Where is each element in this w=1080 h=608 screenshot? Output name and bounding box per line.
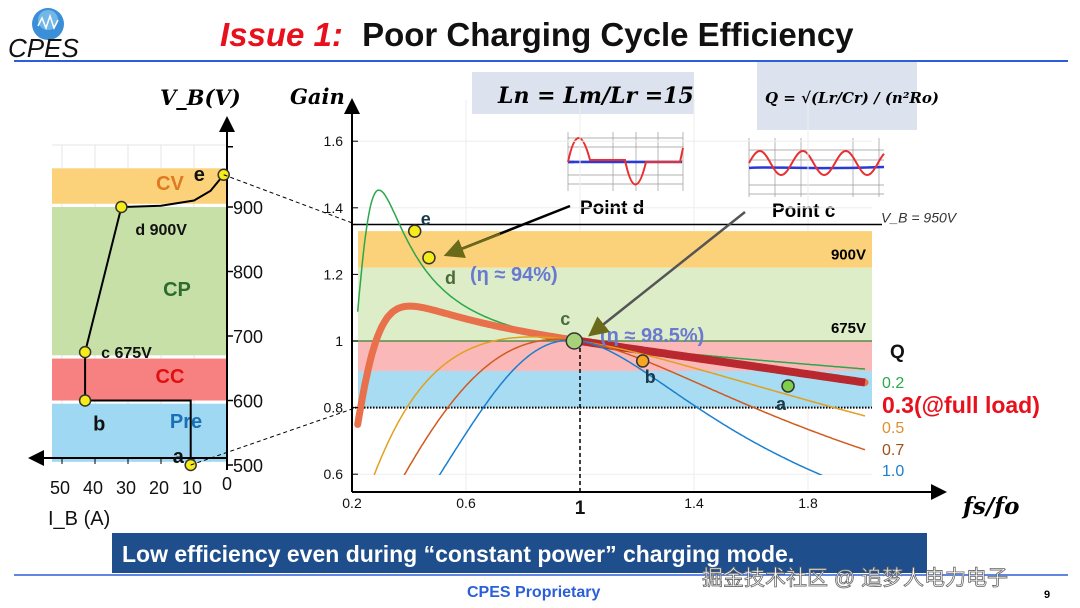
- point-label-c: c 675V: [101, 345, 152, 362]
- y-axis-title: Gain: [290, 84, 345, 109]
- gain-point-marker-b: [635, 354, 650, 368]
- y-tick-label: 0.6: [324, 466, 344, 482]
- efficiency-annotation-d: (η ≈ 94%): [470, 264, 558, 286]
- gain-point-label-b: b: [645, 367, 656, 387]
- page-number: 9: [1044, 589, 1050, 601]
- gain-curve-chart: 900V 675V V_B = 950V 0.6 0.8 1 1.2 1.4 1.6 0.2 0.6…: [290, 84, 1040, 520]
- x-tick-label: 0.6: [456, 495, 476, 511]
- x-tick-label: 20: [149, 478, 169, 498]
- point-label-a: a: [173, 446, 185, 468]
- y-tick-label: 1.2: [324, 266, 344, 282]
- q-formula: Q = √(Lr/Cr) / (n²Ro): [765, 89, 939, 107]
- x-tick-label: 30: [116, 478, 136, 498]
- gain-point-marker-d: [422, 251, 436, 265]
- y-tick-label: 500: [233, 456, 263, 476]
- gain-point-marker-c: [565, 332, 584, 350]
- band-cc: [52, 358, 227, 401]
- waveform-point-d: [567, 132, 684, 191]
- legend-item-q-0.3: 0.3(@full load): [882, 392, 1040, 418]
- y-tick-label: 1.6: [324, 133, 344, 149]
- proprietary-label: CPES Proprietary: [467, 584, 600, 601]
- arrow-point-d-head: [443, 232, 501, 258]
- x-tick-label: 1.4: [684, 495, 704, 511]
- efficiency-annotation-c: (η ≈ 98.5%): [600, 325, 704, 347]
- summary-banner: [112, 533, 927, 573]
- gain-point-label-e: e: [421, 209, 431, 229]
- page-title: Issue 1: Poor Charging Cycle Efficiency: [220, 16, 854, 53]
- point-marker-d: [115, 200, 128, 214]
- x-tick-label: 40: [83, 478, 103, 498]
- legend-item-q-0.5: 0.5: [882, 420, 904, 437]
- gain-curve-q-0.7: [403, 338, 866, 475]
- point-c-label: Point c: [772, 201, 836, 222]
- band-label-675V: 675V: [831, 320, 866, 337]
- title-main: Poor Charging Cycle Efficiency: [362, 16, 854, 53]
- x-tick-label: 50: [50, 478, 70, 498]
- y-axis-title: V_B(V): [160, 85, 241, 110]
- point-label-b: b: [93, 414, 105, 436]
- point-marker-b: [78, 394, 92, 407]
- y-tick-label: 700: [233, 327, 263, 347]
- y-tick-label: 600: [233, 392, 263, 412]
- arrow-point-c: [588, 211, 746, 337]
- y-tick-label: 1: [335, 333, 343, 349]
- gain-point-marker-a: [781, 379, 795, 393]
- gain-band-0: [358, 231, 872, 268]
- y-tick-label: 1.4: [324, 200, 344, 216]
- gain-point-label-a: a: [776, 394, 787, 414]
- x-tick-label: 0: [222, 474, 232, 494]
- waveform-point-c: [748, 138, 885, 197]
- gain-curve-q-0.5: [373, 336, 866, 475]
- ln-formula: Ln = Lm/Lr =15: [497, 83, 694, 109]
- vb-950-label: V_B = 950V: [881, 209, 958, 225]
- gain-band-3: [358, 370, 872, 408]
- title-prefix: Issue 1:: [220, 16, 343, 53]
- x-axis-title: fs/fo: [961, 493, 1019, 520]
- q-formula-box: [757, 62, 917, 130]
- gain-curve-q-1: [438, 339, 824, 475]
- watermark: 掘金技术社区 @ 追梦人电力电子: [702, 567, 1008, 590]
- band-pre: [52, 403, 227, 462]
- y-tick-label: 900: [233, 198, 263, 218]
- point-d-label: Point d: [580, 198, 644, 219]
- band-label-900V: 900V: [831, 247, 866, 264]
- zoom-connector: [190, 407, 356, 466]
- band-cp: [52, 207, 227, 356]
- summary-banner-text: Low efficiency even during “constant pow…: [122, 541, 794, 567]
- x-axis-title: I_B (A): [48, 508, 110, 530]
- gain-band-1: [358, 267, 872, 341]
- x-tick-label: 0.2: [342, 495, 362, 511]
- voltage-current-chart: CV CP CC Pre 500 600 700 800 900 50 40 30 20 10 0 V_B(V…: [28, 85, 356, 530]
- y-tick-label: 800: [233, 263, 263, 283]
- x-tick-label: 1.8: [798, 495, 818, 511]
- gain-point-label-c: c: [560, 309, 570, 329]
- legend-item-q-0.7: 0.7: [882, 442, 904, 459]
- gain-point-marker-e: [407, 224, 422, 238]
- logo-text: CPES: [8, 33, 79, 63]
- y-tick-label: 0.8: [324, 400, 344, 416]
- gain-curve-q-0.3-cp-segment: [579, 337, 866, 387]
- band-label-cv: CV: [156, 173, 184, 195]
- legend-title: Q: [890, 342, 905, 363]
- legend-item-q-1: 1.0: [882, 463, 904, 480]
- cpes-logo: CPES: [8, 8, 79, 63]
- band-label-cp: CP: [163, 279, 191, 301]
- band-label-pre: Pre: [170, 411, 202, 433]
- gain-curves: [354, 189, 869, 475]
- band-label-cc: CC: [156, 366, 185, 388]
- legend-item-q-0.2: 0.2: [882, 375, 904, 392]
- point-label-d: d 900V: [135, 222, 187, 239]
- zoom-connector: [223, 174, 356, 225]
- x-tick-label: 10: [182, 478, 202, 498]
- point-marker-c: [78, 345, 92, 359]
- point-label-e: e: [194, 164, 205, 186]
- x-tick-label: 1: [575, 498, 586, 519]
- ln-formula-box: [472, 72, 694, 114]
- gain-point-label-d: d: [445, 268, 456, 288]
